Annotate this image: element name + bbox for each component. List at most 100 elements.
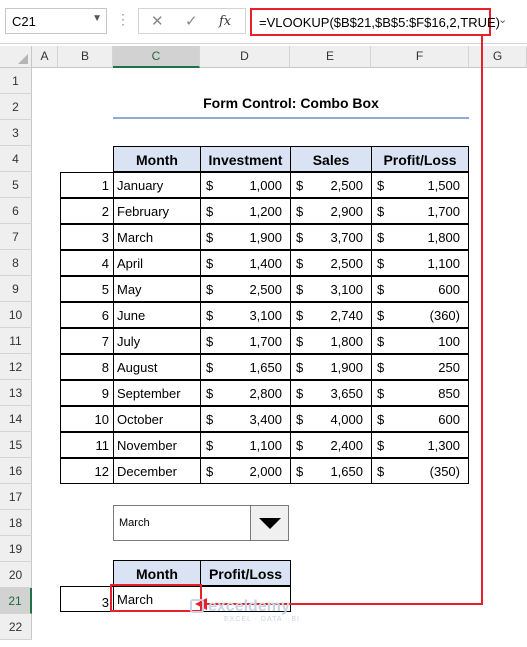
table-row-profit[interactable]: $1,100 <box>371 250 469 276</box>
row-header-8[interactable]: 8 <box>0 250 32 276</box>
row-header-3[interactable]: 3 <box>0 120 32 146</box>
row-header-13[interactable]: 13 <box>0 380 32 406</box>
more-options-icon[interactable]: ⋮ <box>116 11 131 27</box>
table-row-index[interactable]: 9 <box>60 380 114 406</box>
table-row-index[interactable]: 6 <box>60 302 114 328</box>
table-row-profit[interactable]: $ (350) <box>371 458 469 484</box>
table-row-investment[interactable]: $2,800 <box>200 380 291 406</box>
table-header-sales[interactable]: Sales <box>290 146 372 172</box>
column-header-d[interactable]: D <box>200 46 290 68</box>
table-row-investment[interactable]: $1,650 <box>200 354 291 380</box>
table-row-sales[interactable]: $2,740 <box>290 302 372 328</box>
table-row-sales[interactable]: $2,900 <box>290 198 372 224</box>
column-header-b[interactable]: B <box>58 46 113 68</box>
table-row-investment[interactable]: $1,100 <box>200 432 291 458</box>
table-row-index[interactable]: 8 <box>60 354 114 380</box>
table-row-month[interactable]: August <box>113 354 201 380</box>
table-row-profit[interactable]: $250 <box>371 354 469 380</box>
table-row-profit[interactable]: $600 <box>371 276 469 302</box>
table-row-month[interactable]: October <box>113 406 201 432</box>
table-row-profit[interactable]: $850 <box>371 380 469 406</box>
column-header-c[interactable]: C <box>113 46 200 68</box>
result-header-month[interactable]: Month <box>113 560 201 586</box>
table-row-investment[interactable]: $3,400 <box>200 406 291 432</box>
row-header-14[interactable]: 14 <box>0 406 32 432</box>
table-row-index[interactable]: 5 <box>60 276 114 302</box>
row-header-5[interactable]: 5 <box>0 172 32 198</box>
table-row-investment[interactable]: $1,200 <box>200 198 291 224</box>
table-row-month[interactable]: February <box>113 198 201 224</box>
table-row-index[interactable]: 2 <box>60 198 114 224</box>
name-box[interactable]: C21 ▼ <box>5 8 107 34</box>
table-row-investment[interactable]: $3,100 <box>200 302 291 328</box>
table-row-index[interactable]: 4 <box>60 250 114 276</box>
combo-dropdown-button[interactable] <box>250 506 288 540</box>
table-header-month[interactable]: Month <box>113 146 201 172</box>
row-header-12[interactable]: 12 <box>0 354 32 380</box>
row-header-20[interactable]: 20 <box>0 562 32 588</box>
row-header-22[interactable]: 22 <box>0 614 32 640</box>
row-header-9[interactable]: 9 <box>0 276 32 302</box>
table-row-investment[interactable]: $1,400 <box>200 250 291 276</box>
table-row-month[interactable]: June <box>113 302 201 328</box>
chevron-down-icon[interactable]: ▼ <box>92 13 102 24</box>
formula-input[interactable]: =VLOOKUP($B$21,$B$5:$F$16,2,TRUE) <box>250 8 500 36</box>
row-header-7[interactable]: 7 <box>0 224 32 250</box>
month-combo-box[interactable]: March <box>113 505 289 541</box>
table-row-profit[interactable]: $100 <box>371 328 469 354</box>
table-row-index[interactable]: 12 <box>60 458 114 484</box>
table-row-investment[interactable]: $1,700 <box>200 328 291 354</box>
table-row-investment[interactable]: $1,000 <box>200 172 291 198</box>
table-row-month[interactable]: May <box>113 276 201 302</box>
table-row-month[interactable]: September <box>113 380 201 406</box>
row-header-11[interactable]: 11 <box>0 328 32 354</box>
table-row-sales[interactable]: $3,650 <box>290 380 372 406</box>
table-row-sales[interactable]: $1,900 <box>290 354 372 380</box>
result-header-profit-loss[interactable]: Profit/Loss <box>200 560 291 586</box>
table-header-profit-loss[interactable]: Profit/Loss <box>371 146 469 172</box>
row-header-4[interactable]: 4 <box>0 146 32 172</box>
table-row-month[interactable]: April <box>113 250 201 276</box>
row-header-21[interactable]: 21 <box>0 588 32 614</box>
result-index-cell[interactable]: 3 <box>60 586 114 612</box>
table-row-sales[interactable]: $3,100 <box>290 276 372 302</box>
table-row-month[interactable]: December <box>113 458 201 484</box>
table-row-month[interactable]: March <box>113 224 201 250</box>
row-header-6[interactable]: 6 <box>0 198 32 224</box>
table-row-profit[interactable]: $1,300 <box>371 432 469 458</box>
table-row-month[interactable]: January <box>113 172 201 198</box>
expand-formula-bar-icon[interactable]: ⌄ <box>498 14 508 26</box>
table-row-profit[interactable]: $ (360) <box>371 302 469 328</box>
table-row-profit[interactable]: $1,500 <box>371 172 469 198</box>
select-all-corner[interactable] <box>0 46 32 68</box>
table-row-index[interactable]: 11 <box>60 432 114 458</box>
table-row-sales[interactable]: $3,700 <box>290 224 372 250</box>
row-header-16[interactable]: 16 <box>0 458 32 484</box>
cancel-icon[interactable]: ✕ <box>151 13 164 30</box>
column-header-g[interactable]: G <box>469 46 527 68</box>
row-header-10[interactable]: 10 <box>0 302 32 328</box>
table-row-month[interactable]: July <box>113 328 201 354</box>
table-row-month[interactable]: November <box>113 432 201 458</box>
table-row-sales[interactable]: $1,650 <box>290 458 372 484</box>
row-header-1[interactable]: 1 <box>0 68 32 94</box>
enter-icon[interactable]: ✓ <box>185 13 198 30</box>
table-row-investment[interactable]: $2,500 <box>200 276 291 302</box>
column-header-a[interactable]: A <box>32 46 58 68</box>
table-row-profit[interactable]: $1,800 <box>371 224 469 250</box>
column-header-f[interactable]: F <box>371 46 469 68</box>
table-row-profit[interactable]: $600 <box>371 406 469 432</box>
table-row-sales[interactable]: $2,400 <box>290 432 372 458</box>
table-row-profit[interactable]: $1,700 <box>371 198 469 224</box>
column-header-e[interactable]: E <box>290 46 371 68</box>
table-row-index[interactable]: 10 <box>60 406 114 432</box>
row-header-2[interactable]: 2 <box>0 94 32 120</box>
table-row-sales[interactable]: $2,500 <box>290 172 372 198</box>
row-header-17[interactable]: 17 <box>0 484 32 510</box>
table-row-investment[interactable]: $2,000 <box>200 458 291 484</box>
table-header-investment[interactable]: Investment <box>200 146 291 172</box>
table-row-index[interactable]: 7 <box>60 328 114 354</box>
table-row-sales[interactable]: $4,000 <box>290 406 372 432</box>
table-row-sales[interactable]: $1,800 <box>290 328 372 354</box>
table-row-investment[interactable]: $1,900 <box>200 224 291 250</box>
